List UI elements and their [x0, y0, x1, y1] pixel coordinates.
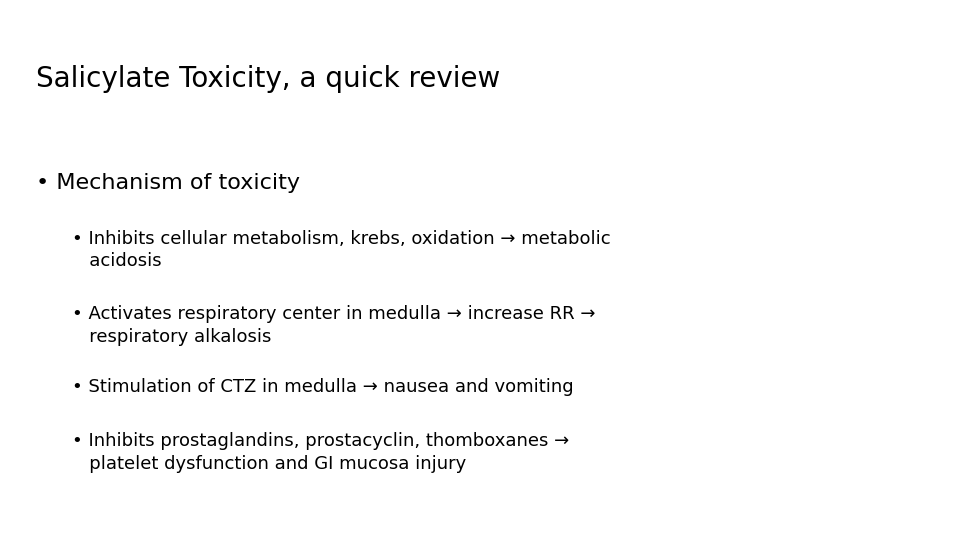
- Text: • Stimulation of CTZ in medulla → nausea and vomiting: • Stimulation of CTZ in medulla → nausea…: [72, 378, 574, 396]
- Text: • Inhibits prostaglandins, prostacyclin, thomboxanes →
   platelet dysfunction a: • Inhibits prostaglandins, prostacyclin,…: [72, 432, 569, 473]
- Text: • Inhibits cellular metabolism, krebs, oxidation → metabolic
   acidosis: • Inhibits cellular metabolism, krebs, o…: [72, 230, 611, 271]
- Text: • Mechanism of toxicity: • Mechanism of toxicity: [36, 173, 300, 193]
- Text: • Activates respiratory center in medulla → increase RR →
   respiratory alkalos: • Activates respiratory center in medull…: [72, 305, 595, 346]
- Text: Salicylate Toxicity, a quick review: Salicylate Toxicity, a quick review: [36, 65, 501, 93]
